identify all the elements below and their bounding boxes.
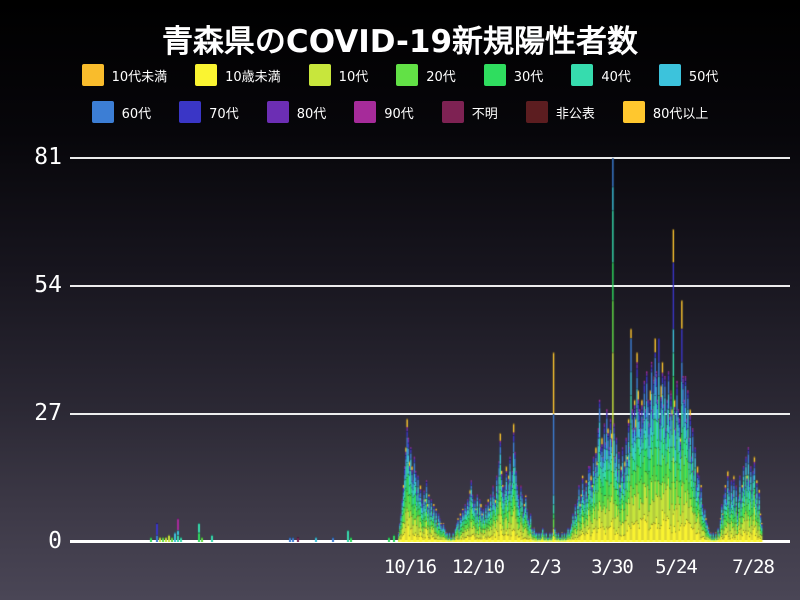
legend-item-t20: 20代	[396, 64, 456, 86]
legend-swatch-o80	[622, 101, 645, 123]
legend-label: 30代	[513, 69, 544, 85]
legend-swatch-t90	[354, 101, 377, 123]
x-tick-label-7-28: 7/28	[732, 556, 775, 578]
legend-row-2: 60代 70代 80代 90代 不明 非公表 80代以上	[0, 101, 800, 123]
y-tick-label-0: 0	[48, 528, 62, 554]
legend-swatch-unk	[441, 101, 464, 123]
legend-item-u10a: 10代未満	[81, 64, 168, 86]
x-tick-label-10-16: 10/16	[383, 556, 437, 578]
legend-swatch-t30	[483, 64, 506, 86]
y-tick-label-54: 54	[34, 272, 62, 298]
legend-item-unk: 不明	[441, 101, 498, 123]
legend-label: 非公表	[555, 106, 595, 122]
legend-label: 10代未満	[111, 69, 168, 85]
legend-item-t50: 50代	[658, 64, 719, 86]
legend-label: 60代	[121, 106, 152, 122]
legend-row-1: 10代未満 10歳未満 10代 20代 30代 40代 50代	[0, 64, 800, 86]
legend-swatch-t20	[396, 64, 419, 86]
x-tick-label-3-30: 3/30	[591, 556, 634, 578]
legend-item-u10y: 10歳未満	[195, 64, 281, 86]
legend-swatch-u10y	[195, 64, 218, 86]
bars-canvas	[72, 150, 790, 542]
legend-label: 40代	[601, 69, 631, 85]
legend-item-t60: 60代	[91, 101, 152, 123]
legend-label: 不明	[471, 106, 498, 122]
legend-item-t30: 30代	[483, 64, 544, 86]
legend-item-t80: 80代	[266, 101, 327, 123]
legend-item-t90: 90代	[354, 101, 414, 123]
legend-label: 50代	[688, 69, 719, 85]
legend-label: 10歳未満	[225, 69, 281, 85]
legend-swatch-u10a	[81, 64, 104, 86]
legend-label: 90代	[384, 106, 414, 122]
legend-item-np: 非公表	[525, 101, 595, 123]
legend-swatch-t70	[179, 101, 202, 123]
y-tick-label-27: 27	[34, 400, 62, 426]
legend-label: 80代以上	[652, 106, 709, 122]
legend-item-t10: 10代	[308, 64, 369, 86]
legend-label: 80代	[296, 106, 327, 122]
legend-swatch-t50	[658, 64, 681, 86]
y-tick-label-81: 81	[34, 144, 62, 170]
x-tick-label-5-24: 5/24	[655, 556, 698, 578]
legend-label: 70代	[209, 106, 239, 122]
legend-label: 20代	[426, 69, 456, 85]
legend-swatch-t10	[308, 64, 331, 86]
chart-title: 青森県のCOVID-19新規陽性者数	[161, 24, 639, 60]
x-tick-label-2-3: 2/3	[529, 556, 561, 578]
legend: 10代未満 10歳未満 10代 20代 30代 40代 50代 60代 70代 80代 90代 不明 非…	[0, 64, 800, 138]
legend-item-o80: 80代以上	[622, 101, 709, 123]
legend-label: 10代	[338, 69, 369, 85]
legend-swatch-t60	[91, 101, 114, 123]
x-tick-label-12-10: 12/10	[451, 556, 505, 578]
legend-item-t70: 70代	[179, 101, 239, 123]
legend-item-t40: 40代	[571, 64, 631, 86]
legend-swatch-t40	[571, 64, 594, 86]
legend-swatch-np	[525, 101, 548, 123]
legend-swatch-t80	[266, 101, 289, 123]
